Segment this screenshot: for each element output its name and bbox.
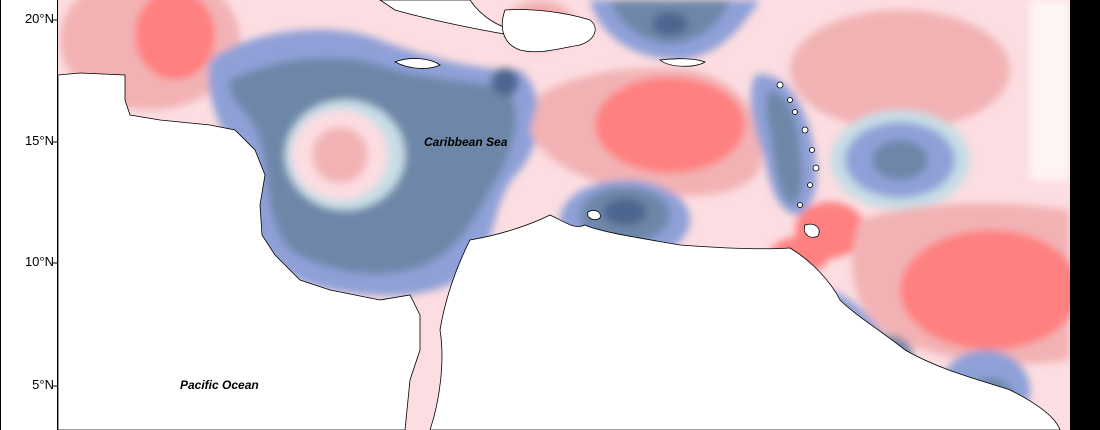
anomaly-red-zone (312, 127, 368, 183)
anomaly-red-zone (135, 0, 215, 80)
land-jamaica (394, 58, 441, 69)
pacific-ocean-label: Pacific Ocean (180, 378, 259, 392)
anomaly-red-zone (595, 77, 745, 173)
axis-panel (1, 0, 57, 430)
lat-label-10n: 10°N (24, 254, 54, 269)
anomaly-blue-zone (766, 90, 802, 205)
anomaly-field (60, 0, 1080, 430)
caribbean-sea-label: Caribbean Sea (424, 135, 508, 149)
right-border (1070, 0, 1100, 430)
anomaly-blue-zone (872, 140, 928, 180)
land-central-america (57, 72, 421, 430)
landmasses (57, 0, 1061, 430)
lat-label-5n: 5°N (32, 377, 54, 392)
anomaly-blue-zone (491, 68, 519, 96)
anomaly-red-zone (900, 230, 1080, 350)
land-south-america (429, 214, 1061, 430)
land-puerto-rico (659, 58, 706, 67)
land-trinidad (803, 223, 820, 238)
anomaly-neutral-zone (1030, 0, 1070, 180)
anomaly-blue-zone (603, 198, 647, 226)
lat-label-20n: 20°N (24, 11, 54, 26)
land-abc-islands (587, 210, 601, 220)
anomaly-blue-zone (652, 12, 688, 36)
lat-label-15n: 15°N (24, 133, 54, 148)
land-hispaniola (501, 9, 596, 53)
anomaly-red-zone (790, 10, 1010, 130)
lesser-antilles (776, 81, 820, 208)
